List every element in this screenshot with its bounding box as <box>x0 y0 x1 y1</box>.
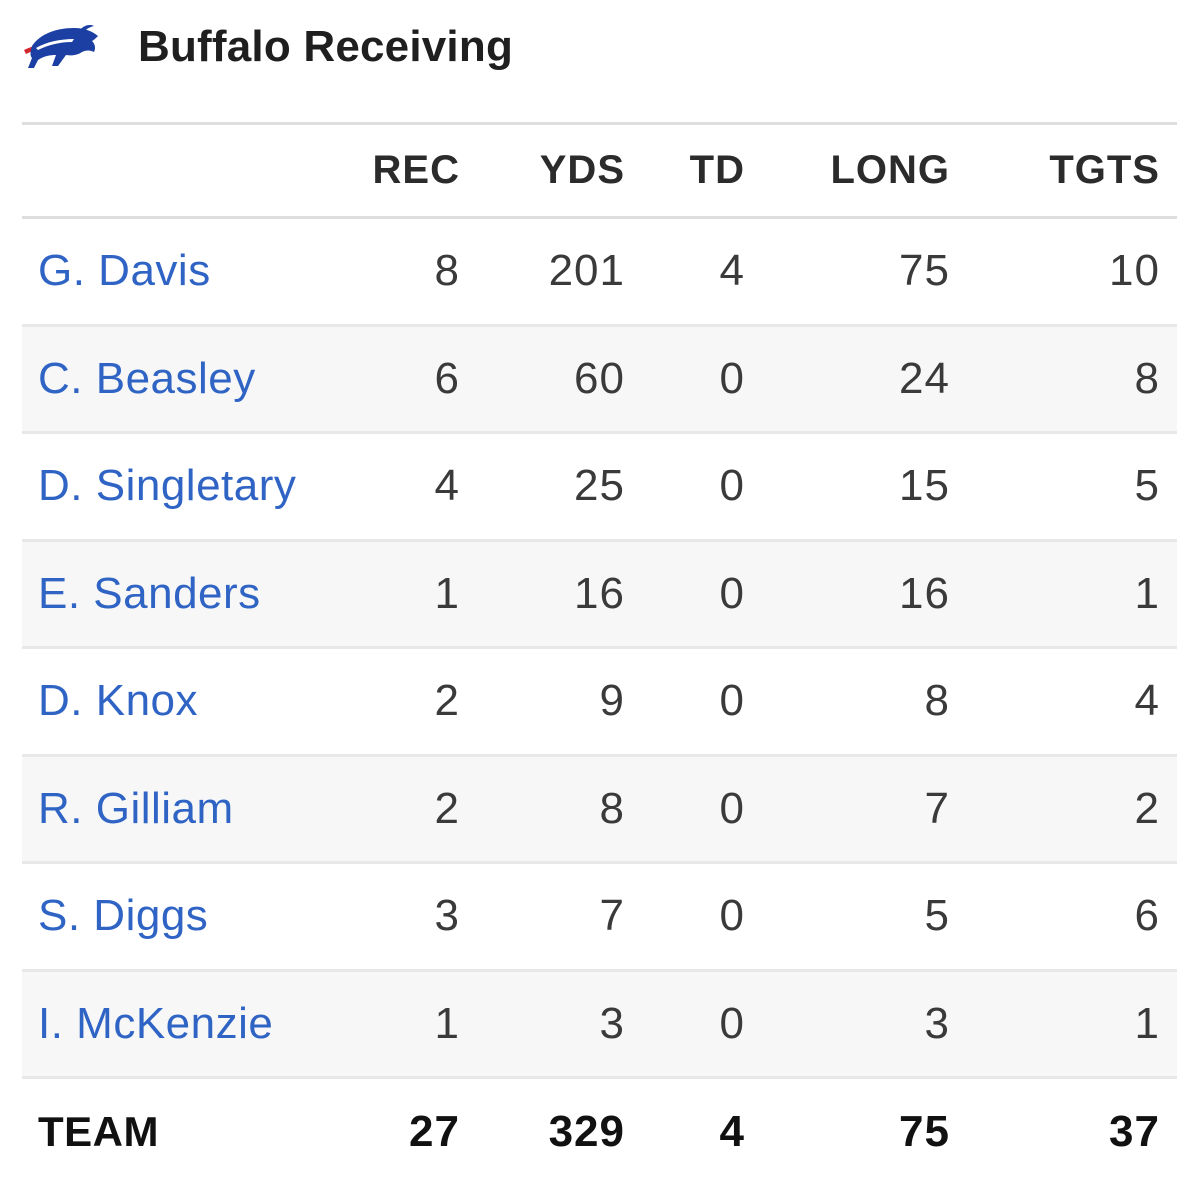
team-rec-cell: 27 <box>409 1106 460 1156</box>
rec-cell: 2 <box>434 676 460 726</box>
rec-cell: 6 <box>434 353 460 403</box>
tgts-cell: 8 <box>1134 353 1160 403</box>
receiving-stats-table: REC YDS TD LONG TGTS G. Davis 8 201 4 75… <box>22 122 1177 1185</box>
table-row: E. Sanders 1 16 0 16 1 <box>22 540 1177 648</box>
tgts-cell: 1 <box>1134 568 1160 618</box>
column-header-player <box>22 124 342 218</box>
td-cell: 0 <box>719 783 745 833</box>
yds-cell: 25 <box>574 461 625 511</box>
team-tgts-cell: 37 <box>1109 1106 1160 1156</box>
player-name-cell: E. Sanders <box>22 540 342 648</box>
player-name-cell: S. Diggs <box>22 863 342 971</box>
team-total-row: TEAM 27 329 4 75 37 <box>22 1078 1177 1185</box>
tgts-cell: 2 <box>1134 783 1160 833</box>
yds-cell: 9 <box>599 676 625 726</box>
player-name-cell: C. Beasley <box>22 325 342 433</box>
yds-cell: 8 <box>599 783 625 833</box>
player-name-cell: I. McKenzie <box>22 970 342 1078</box>
td-cell: 0 <box>719 353 745 403</box>
yds-cell: 60 <box>574 353 625 403</box>
column-header-td: TD <box>689 148 745 192</box>
table-row: D. Knox 2 9 0 8 4 <box>22 648 1177 756</box>
td-cell: 4 <box>719 246 745 296</box>
player-name-cell: D. Singletary <box>22 433 342 541</box>
long-cell: 75 <box>899 246 950 296</box>
table-row: C. Beasley 6 60 0 24 8 <box>22 325 1177 433</box>
column-header-yds: YDS <box>539 148 625 192</box>
table-row: G. Davis 8 201 4 75 10 <box>22 218 1177 326</box>
long-cell: 24 <box>899 353 950 403</box>
long-cell: 16 <box>899 568 950 618</box>
long-cell: 7 <box>924 783 950 833</box>
player-link[interactable]: C. Beasley <box>38 353 256 403</box>
table-header-row: REC YDS TD LONG TGTS <box>22 123 1177 218</box>
rec-cell: 8 <box>434 246 460 296</box>
table-row: R. Gilliam 2 8 0 7 2 <box>22 755 1177 863</box>
td-cell: 0 <box>719 676 745 726</box>
player-link[interactable]: S. Diggs <box>38 891 209 941</box>
long-cell: 8 <box>924 676 950 726</box>
player-link[interactable]: G. Davis <box>38 246 211 296</box>
table-row: I. McKenzie 1 3 0 3 1 <box>22 970 1177 1078</box>
player-link[interactable]: E. Sanders <box>38 568 261 618</box>
column-header-long: LONG <box>830 148 950 192</box>
tgts-cell: 4 <box>1134 676 1160 726</box>
rec-cell: 1 <box>434 998 460 1048</box>
table-row: S. Diggs 3 7 0 5 6 <box>22 863 1177 971</box>
tgts-cell: 10 <box>1109 246 1160 296</box>
player-link[interactable]: D. Singletary <box>38 461 297 511</box>
td-cell: 0 <box>719 998 745 1048</box>
tgts-cell: 1 <box>1134 998 1160 1048</box>
team-td-cell: 4 <box>719 1106 745 1156</box>
receiving-table-container: REC YDS TD LONG TGTS G. Davis 8 201 4 75… <box>22 122 1177 1185</box>
column-header-rec: REC <box>372 148 460 192</box>
td-cell: 0 <box>719 568 745 618</box>
team-yds-cell: 329 <box>548 1106 625 1156</box>
table-row: D. Singletary 4 25 0 15 5 <box>22 433 1177 541</box>
long-cell: 5 <box>924 891 950 941</box>
yds-cell: 16 <box>574 568 625 618</box>
rec-cell: 2 <box>434 783 460 833</box>
yds-cell: 3 <box>599 998 625 1048</box>
rec-cell: 3 <box>434 891 460 941</box>
player-name-cell: R. Gilliam <box>22 755 342 863</box>
tgts-cell: 5 <box>1134 461 1160 511</box>
player-link[interactable]: I. McKenzie <box>38 998 274 1048</box>
td-cell: 0 <box>719 461 745 511</box>
column-header-tgts: TGTS <box>1049 148 1160 192</box>
long-cell: 3 <box>924 998 950 1048</box>
long-cell: 15 <box>899 461 950 511</box>
team-long-cell: 75 <box>899 1106 950 1156</box>
section-header: Buffalo Receiving <box>0 0 1200 100</box>
team-label: TEAM <box>38 1107 159 1155</box>
yds-cell: 7 <box>599 891 625 941</box>
player-name-cell: D. Knox <box>22 648 342 756</box>
buffalo-bills-logo-icon <box>24 25 98 68</box>
player-link[interactable]: D. Knox <box>38 676 199 726</box>
tgts-cell: 6 <box>1134 891 1160 941</box>
player-name-cell: G. Davis <box>22 218 342 326</box>
rec-cell: 1 <box>434 568 460 618</box>
player-link[interactable]: R. Gilliam <box>38 783 234 833</box>
yds-cell: 201 <box>548 246 625 296</box>
td-cell: 0 <box>719 891 745 941</box>
rec-cell: 4 <box>434 461 460 511</box>
page-title: Buffalo Receiving <box>138 22 514 71</box>
